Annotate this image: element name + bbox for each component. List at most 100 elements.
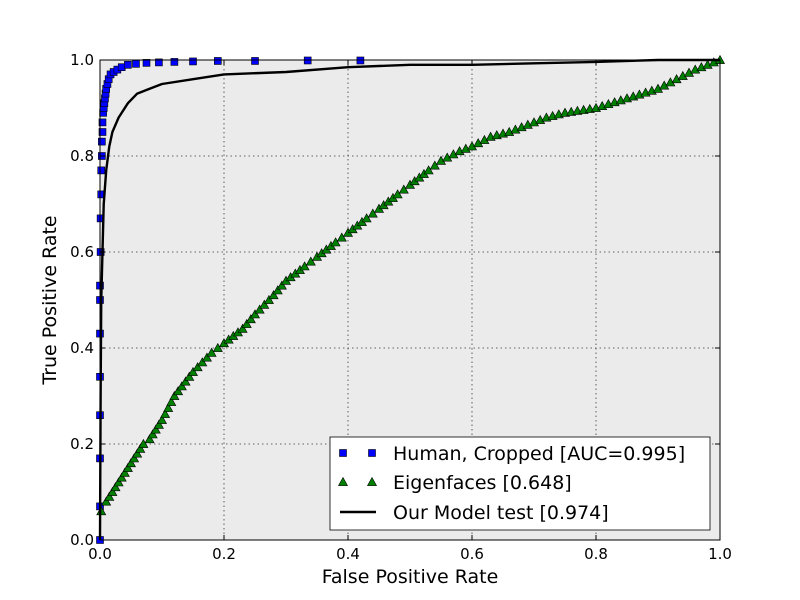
y-tick-label: 0.6 <box>70 243 94 261</box>
data-point <box>522 119 533 129</box>
data-point <box>101 496 112 506</box>
data-point <box>454 146 465 156</box>
data-point <box>98 128 107 136</box>
grid-lines <box>100 60 720 540</box>
data-point <box>197 357 208 367</box>
data-point <box>259 299 270 309</box>
data-point <box>272 285 283 295</box>
data-point <box>189 57 197 66</box>
data-point <box>263 294 274 304</box>
legend-marker <box>339 449 347 457</box>
data-point <box>142 59 151 67</box>
data-point <box>160 408 171 418</box>
data-point <box>180 376 191 386</box>
data-point <box>129 453 140 463</box>
legend-label: Human, Cropped [AUC=0.995] <box>393 443 685 465</box>
data-point <box>245 314 256 324</box>
data-point <box>192 362 203 372</box>
data-point <box>116 472 127 482</box>
data-point <box>104 491 115 501</box>
data-point <box>214 57 222 65</box>
data-point <box>299 261 310 271</box>
data-point <box>201 352 212 362</box>
y-tick-label: 0.4 <box>70 339 94 357</box>
legend-box <box>329 436 711 531</box>
data-point <box>276 280 287 290</box>
data-point <box>173 386 184 396</box>
data-point <box>429 160 440 170</box>
data-point <box>107 486 118 496</box>
series-2 <box>98 58 720 541</box>
data-point <box>169 390 180 400</box>
data-point <box>206 347 217 357</box>
data-point <box>138 438 149 448</box>
data-point <box>122 462 133 472</box>
x-tick-label: 0.2 <box>212 545 236 563</box>
x-axis-label: False Positive Rate <box>322 566 499 588</box>
plot-frame <box>99 59 721 541</box>
data-point <box>110 482 121 492</box>
y-axis-label: True Positive Rate <box>39 215 61 385</box>
data-point <box>535 114 546 124</box>
ticks: 0.0 0.2 0.4 0.6 0.8 1.0 0.0 0.2 0.4 0.6 0.8 1.0 <box>70 51 732 563</box>
data-point <box>510 124 521 134</box>
data-point <box>268 290 279 300</box>
legend-marker <box>368 449 376 457</box>
data-point <box>212 342 223 352</box>
data-point <box>708 57 719 67</box>
data-point <box>690 64 701 74</box>
series-1 <box>96 54 726 516</box>
data-point <box>367 208 378 218</box>
data-point <box>144 434 155 444</box>
data-point <box>155 58 163 67</box>
data-point <box>184 371 195 381</box>
data-point <box>132 60 140 68</box>
data-point <box>528 117 540 127</box>
data-point <box>176 381 187 391</box>
y-tick-label: 1.0 <box>70 51 94 69</box>
legend-item: Human, Cropped [AUC=0.995] <box>339 443 685 465</box>
data-point <box>98 118 107 127</box>
data-point <box>516 122 527 132</box>
data-point <box>132 448 143 458</box>
y-tick-label: 0.8 <box>70 147 94 165</box>
data-point <box>170 58 179 66</box>
data-point <box>135 443 146 453</box>
data-point <box>163 402 174 412</box>
data-point <box>119 467 130 477</box>
data-point <box>125 458 137 468</box>
y-tick-label: 0.2 <box>70 435 94 453</box>
data-point <box>156 414 168 424</box>
data-point <box>696 62 707 72</box>
x-tick-label: 0.0 <box>88 545 112 563</box>
data-point <box>166 396 177 406</box>
data-point <box>254 304 265 314</box>
x-tick-label: 0.8 <box>584 545 608 563</box>
x-tick-label: 0.6 <box>460 545 484 563</box>
x-tick-label: 1.0 <box>708 545 732 563</box>
data-point <box>113 477 124 487</box>
data-point <box>249 309 261 319</box>
data-point <box>392 189 403 199</box>
data-point <box>423 165 434 175</box>
data-point <box>124 60 132 69</box>
legend-marker <box>366 476 378 486</box>
data-point <box>330 237 341 247</box>
data-point <box>460 143 471 153</box>
data-point <box>398 184 409 194</box>
legend-item: Eigenfaces [0.648] <box>337 472 572 494</box>
legend-label: Our Model test [0.974] <box>393 502 609 524</box>
legend: Human, Cropped [AUC=0.995] Eigenfaces [0.… <box>329 436 711 531</box>
data-point <box>97 166 106 175</box>
data-point <box>237 323 248 333</box>
legend-item: Our Model test [0.974] <box>340 502 609 524</box>
data-point <box>504 126 515 136</box>
data-point <box>153 419 164 429</box>
data-point <box>147 429 158 439</box>
x-tick-label: 0.4 <box>336 545 360 563</box>
legend-label: Eigenfaces [0.648] <box>393 472 572 494</box>
data-point <box>187 366 199 376</box>
data-point <box>702 59 713 69</box>
